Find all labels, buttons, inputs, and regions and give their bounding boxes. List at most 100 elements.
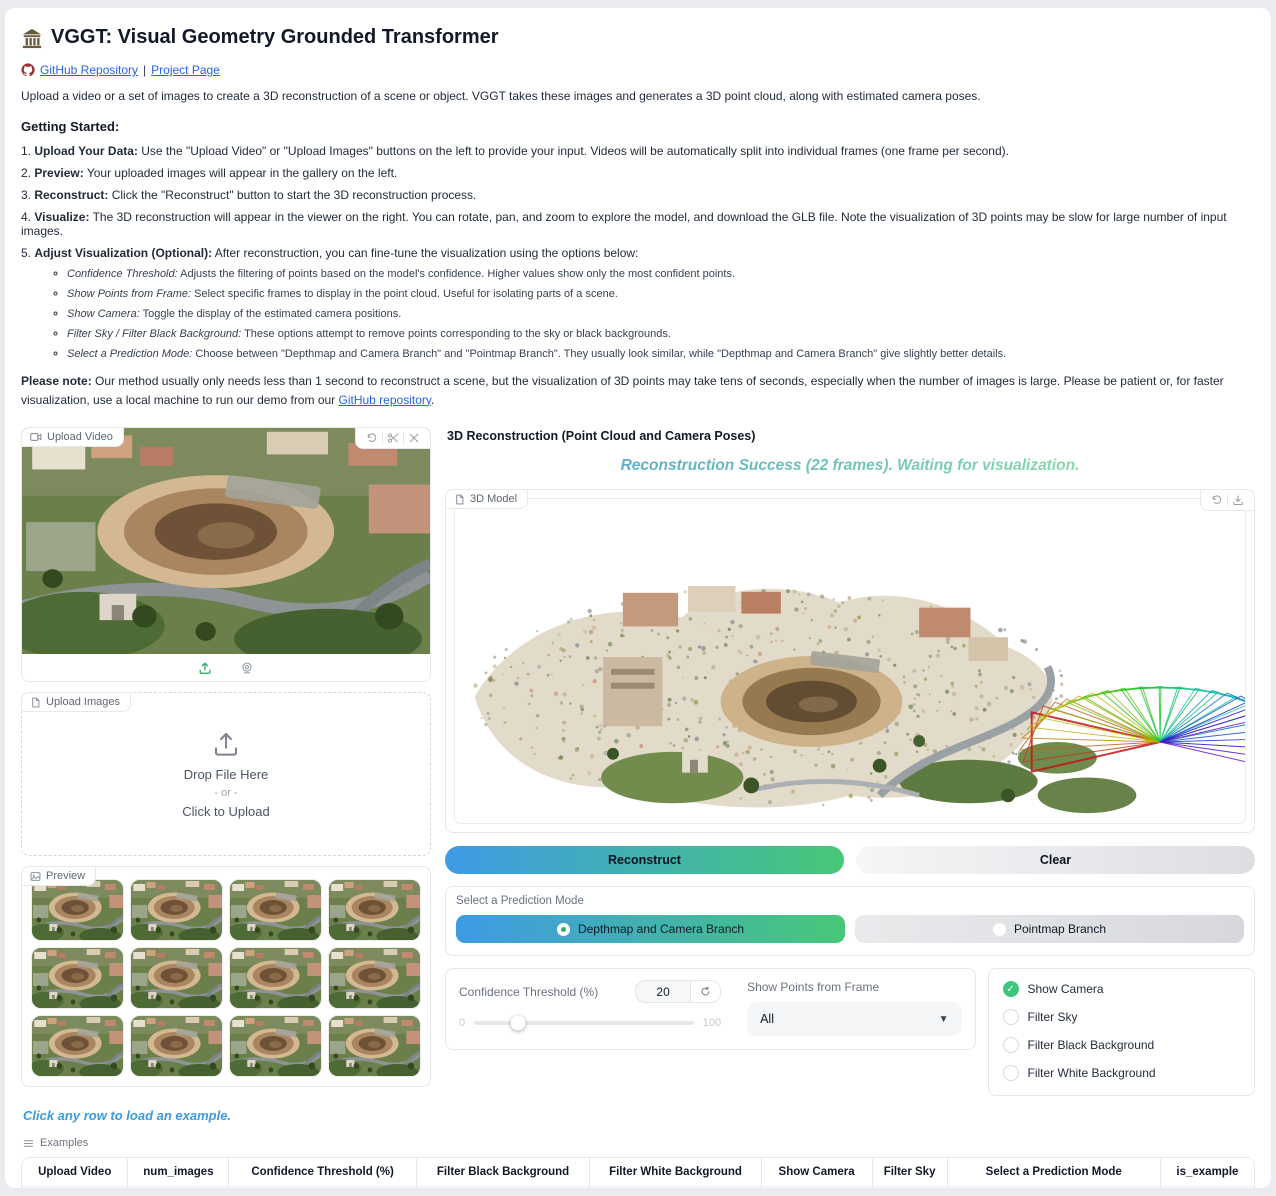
checkbox-unchecked-icon bbox=[1002, 1065, 1019, 1082]
confidence-number-input-group: 20 bbox=[635, 980, 722, 1004]
display-options-group: ✓ Show Camera Filter Sky Filter Black Ba… bbox=[987, 968, 1255, 1097]
upload-video-card: Upload Video bbox=[21, 427, 431, 683]
visualization-controls-row: Confidence Threshold (%) 20 0 bbox=[445, 968, 1255, 1097]
github-icon bbox=[21, 63, 35, 77]
step-item: 1. Upload Your Data: Use the "Upload Vid… bbox=[21, 144, 1009, 158]
icon-divider bbox=[382, 432, 383, 445]
radio-selected-icon bbox=[556, 922, 570, 936]
model-label-chip: 3D Model bbox=[445, 489, 529, 510]
prediction-option-depthmap[interactable]: Depthmap and Camera Branch bbox=[456, 915, 845, 944]
show-camera-checkbox[interactable]: ✓ Show Camera bbox=[1002, 981, 1241, 998]
upload-images-label: Upload Images bbox=[46, 696, 120, 709]
col-filter-black: Filter Black Background bbox=[415, 1158, 590, 1187]
frame-select-label: Show Points from Frame bbox=[747, 980, 880, 995]
col-filter-white: Filter White Background bbox=[589, 1158, 762, 1187]
project-page-link[interactable]: Project Page bbox=[151, 63, 220, 77]
step-item: 4. Visualize: The 3D reconstruction will… bbox=[21, 210, 1227, 238]
prediction-option-pointmap[interactable]: Pointmap Branch bbox=[855, 915, 1244, 944]
or-text: - or - bbox=[214, 787, 238, 800]
webcam-icon[interactable] bbox=[237, 660, 257, 676]
filter-black-background-checkbox[interactable]: Filter Black Background bbox=[1002, 1037, 1241, 1054]
video-camera-icon bbox=[30, 433, 42, 442]
preview-label-chip: Preview bbox=[21, 866, 97, 887]
step-item: 2. Preview: Your uploaded images will ap… bbox=[21, 166, 398, 180]
confidence-slider: 0 100 bbox=[459, 1015, 722, 1031]
upload-images-dropzone[interactable]: Upload Images Drop File Here - or - Clic… bbox=[21, 692, 431, 857]
upload-video-label: Upload Video bbox=[47, 431, 113, 444]
frame-select-control: Show Points from Frame All ▼ bbox=[747, 980, 962, 1037]
model-viewport[interactable] bbox=[454, 498, 1246, 825]
col-show-camera: Show Camera bbox=[760, 1158, 873, 1187]
col-is-example: is_example bbox=[1159, 1158, 1254, 1187]
list-icon bbox=[23, 1139, 34, 1147]
examples-label: Examples bbox=[40, 1137, 89, 1150]
download-icon[interactable] bbox=[1228, 492, 1248, 508]
clear-video-icon[interactable] bbox=[404, 430, 424, 446]
preview-thumbnail[interactable] bbox=[31, 947, 124, 1010]
confidence-threshold-control: Confidence Threshold (%) 20 0 bbox=[459, 980, 722, 1036]
subopt-item: Show Camera: Toggle the display of the e… bbox=[67, 308, 1255, 320]
filter-sky-checkbox[interactable]: Filter Sky bbox=[1002, 1009, 1241, 1026]
examples-header-row: Upload Video num_images Confidence Thres… bbox=[22, 1158, 1254, 1187]
github-repository-note-link[interactable]: GitHub repository bbox=[338, 392, 431, 407]
slider-track[interactable] bbox=[474, 1015, 694, 1031]
preview-thumbnail[interactable] bbox=[229, 1015, 322, 1078]
slider-handle[interactable] bbox=[510, 1015, 526, 1031]
github-repository-link[interactable]: GitHub Repository bbox=[40, 63, 139, 77]
upload-images-label-chip: Upload Images bbox=[21, 692, 131, 713]
checkbox-unchecked-icon bbox=[1002, 1009, 1019, 1026]
confidence-value-input[interactable]: 20 bbox=[636, 981, 692, 1003]
subopt-item: Confidence Threshold: Adjusts the filter… bbox=[67, 268, 1255, 280]
note-paragraph: Please note: Our method usually only nee… bbox=[21, 374, 1224, 407]
upload-icon bbox=[215, 733, 237, 756]
uploaded-video-frame[interactable] bbox=[22, 428, 430, 654]
intro-text: Upload a video or a set of images to cre… bbox=[21, 89, 981, 103]
page-title: VGGT: Visual Geometry Grounded Transform… bbox=[51, 26, 499, 48]
model-toolbar-icons bbox=[1200, 489, 1255, 512]
point-cloud-render bbox=[473, 586, 1245, 814]
main-content-row: Upload Video bbox=[21, 427, 1255, 1097]
frame-select-dropdown[interactable]: All ▼ bbox=[747, 1002, 962, 1037]
prediction-option-label: Pointmap Branch bbox=[1013, 922, 1107, 937]
preview-thumbnail[interactable] bbox=[328, 947, 421, 1010]
subopt-item: Show Points from Frame: Select specific … bbox=[67, 288, 1255, 300]
clear-button[interactable]: Clear bbox=[856, 846, 1255, 875]
filter-white-background-checkbox[interactable]: Filter White Background bbox=[1002, 1065, 1241, 1082]
undo-icon[interactable] bbox=[362, 430, 382, 446]
right-column: 3D Reconstruction (Point Cloud and Camer… bbox=[445, 427, 1255, 1097]
camera-frustum-fan bbox=[1018, 686, 1245, 774]
reconstruct-button[interactable]: Reconstruct bbox=[445, 846, 844, 875]
preview-thumbnail[interactable] bbox=[328, 879, 421, 942]
col-num-images: num_images bbox=[127, 1158, 229, 1187]
confidence-threshold-label: Confidence Threshold (%) bbox=[459, 984, 599, 999]
radio-unselected-icon bbox=[992, 922, 1006, 936]
preview-thumbnail[interactable] bbox=[130, 1015, 223, 1078]
prediction-mode-label: Select a Prediction Mode bbox=[456, 895, 584, 908]
reset-view-icon[interactable] bbox=[1207, 492, 1227, 508]
preview-label: Preview bbox=[46, 870, 86, 883]
chevron-down-icon: ▼ bbox=[938, 1013, 949, 1025]
image-icon bbox=[30, 871, 41, 881]
preview-grid bbox=[31, 879, 421, 1078]
preview-thumbnail[interactable] bbox=[328, 1015, 421, 1078]
reset-value-icon[interactable] bbox=[691, 981, 721, 1003]
visualization-options-list: Confidence Threshold: Adjusts the filter… bbox=[67, 268, 1255, 360]
step-item: 3. Reconstruct: Click the "Reconstruct" … bbox=[21, 188, 477, 202]
trim-scissors-icon[interactable] bbox=[383, 430, 403, 446]
checkbox-unchecked-icon bbox=[1002, 1037, 1019, 1054]
example-row-colosseum[interactable]: 22 20 false false true false Depthmap an… bbox=[22, 1186, 1254, 1188]
preview-thumbnail[interactable] bbox=[130, 879, 223, 942]
page-title-row: VGGT: Visual Geometry Grounded Transform… bbox=[21, 26, 1255, 49]
preview-thumbnail[interactable] bbox=[31, 1015, 124, 1078]
upload-source-icon[interactable] bbox=[195, 660, 215, 676]
col-upload-video: Upload Video bbox=[22, 1158, 128, 1187]
preview-thumbnail[interactable] bbox=[229, 879, 322, 942]
preview-thumbnail[interactable] bbox=[229, 947, 322, 1010]
left-column: Upload Video bbox=[21, 427, 431, 1088]
classical-building-icon bbox=[22, 28, 42, 48]
preview-thumbnail[interactable] bbox=[31, 879, 124, 942]
col-confidence: Confidence Threshold (%) bbox=[228, 1158, 417, 1187]
slider-max-label: 100 bbox=[702, 1017, 722, 1030]
preview-thumbnail[interactable] bbox=[130, 947, 223, 1010]
click-to-upload-text[interactable]: Click to Upload bbox=[182, 804, 270, 820]
